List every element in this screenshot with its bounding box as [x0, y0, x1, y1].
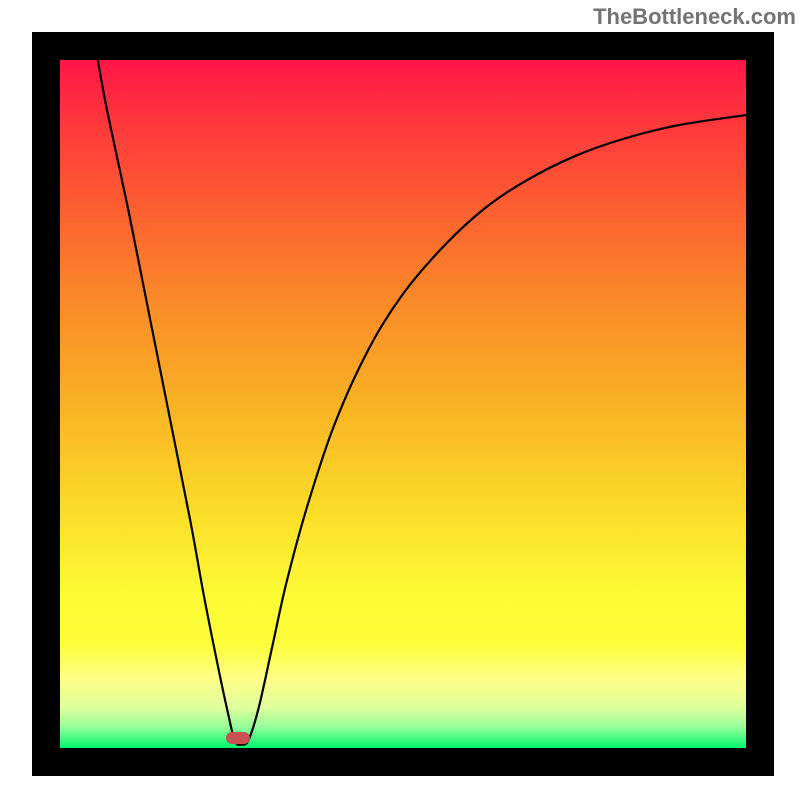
chart-container: TheBottleneck.com	[0, 0, 800, 800]
watermark-text: TheBottleneck.com	[593, 4, 796, 30]
curve-path	[98, 60, 746, 745]
gradient-background	[60, 60, 746, 748]
bottleneck-curve	[60, 60, 746, 748]
plot-area	[32, 32, 774, 776]
optimal-point-marker	[226, 732, 250, 744]
